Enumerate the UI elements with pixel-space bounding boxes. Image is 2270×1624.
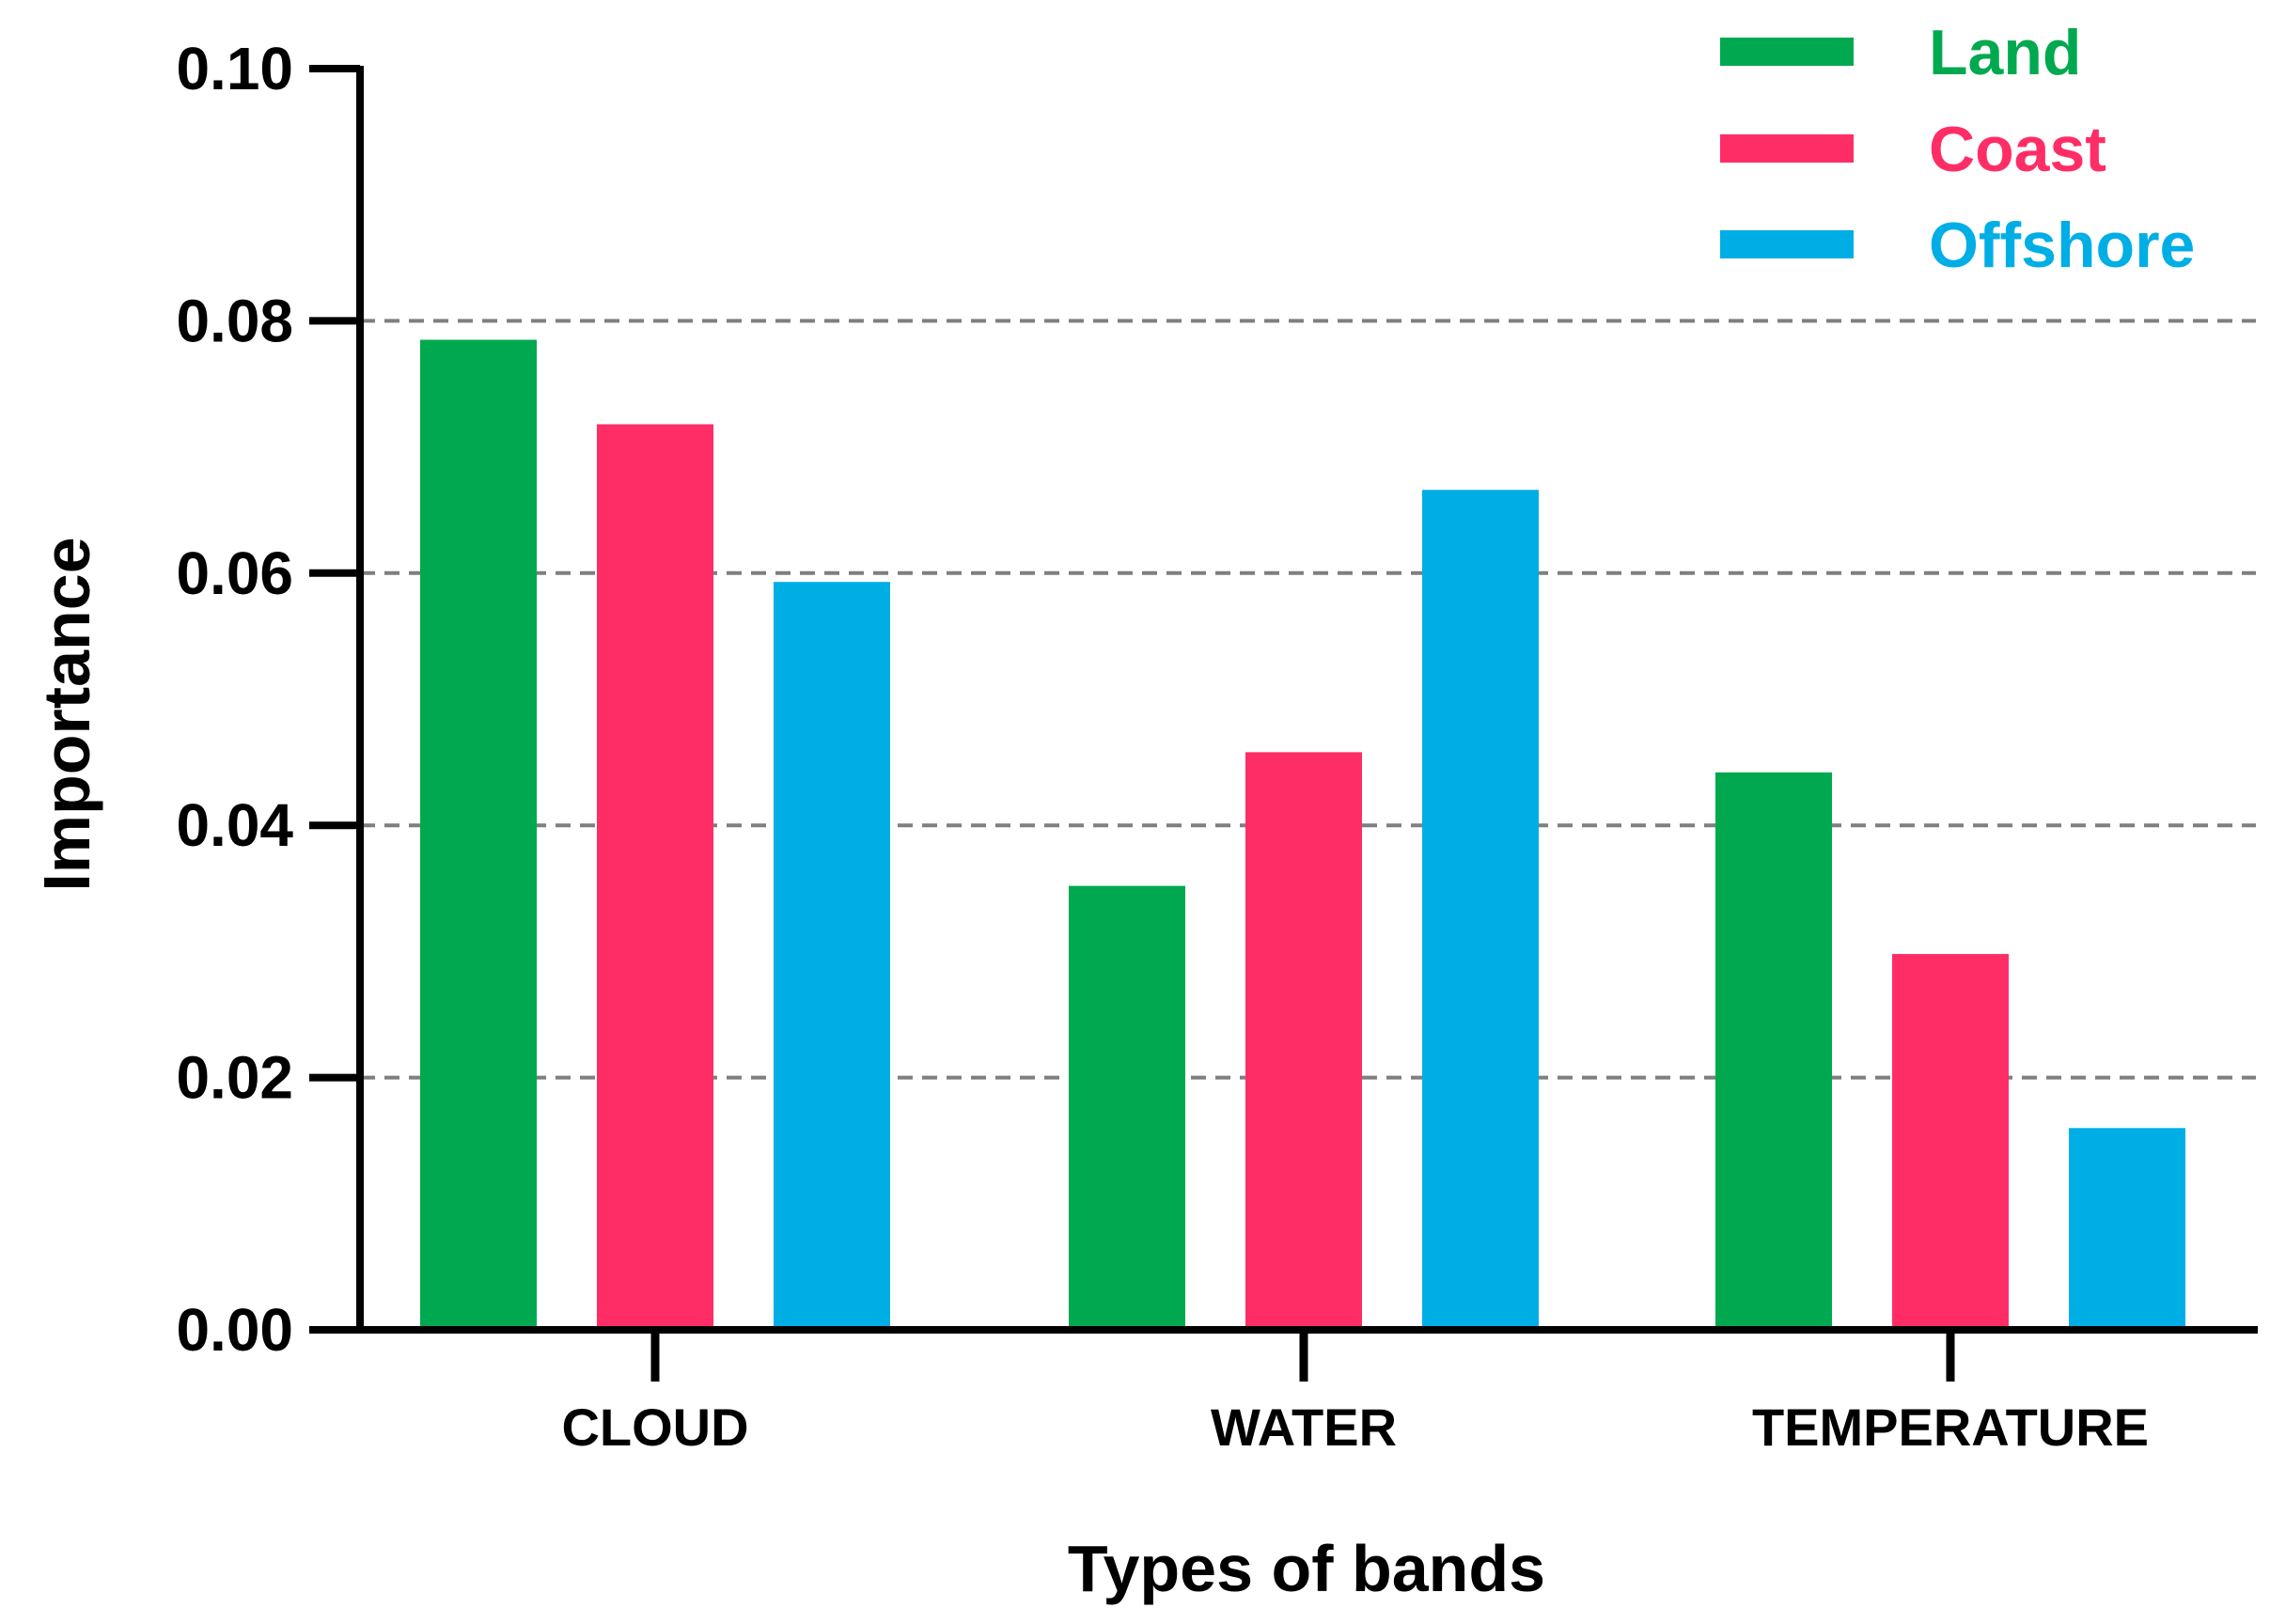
y-tick-label: 0.10 (176, 35, 293, 102)
bar-land-water (1069, 885, 1185, 1326)
bar-offshore-temperature (2069, 1128, 2185, 1326)
y-ticks: 0.00 0.02 0.04 0.06 0.08 0.10 (176, 35, 360, 1364)
legend-swatch-offshore (1720, 230, 1854, 258)
legend-swatch-land (1720, 38, 1854, 66)
bar-offshore-cloud (774, 582, 890, 1326)
bar-land-temperature (1715, 772, 1832, 1326)
y-tick-label: 0.06 (176, 539, 293, 607)
x-axis-title: Types of bands (1068, 1532, 1545, 1605)
bar-land-cloud (420, 339, 537, 1326)
bar-coast-water (1245, 752, 1362, 1326)
y-axis-title: Importance (30, 537, 103, 891)
bars (420, 339, 2185, 1327)
legend: Land Coast Offshore (1720, 17, 2195, 281)
x-tick-label-temperature: TEMPERATURE (1752, 1398, 2149, 1457)
y-tick-label: 0.02 (176, 1044, 293, 1112)
y-tick-label: 0.04 (176, 791, 293, 859)
y-tick-label: 0.08 (176, 287, 293, 354)
x-tick-label-cloud: CLOUD (561, 1398, 748, 1457)
legend-label-land: Land (1929, 17, 2081, 88)
legend-label-coast: Coast (1929, 114, 2106, 185)
legend-label-offshore: Offshore (1929, 210, 2195, 281)
x-ticks: CLOUD WATER TEMPERATURE (561, 1330, 2149, 1457)
bar-coast-temperature (1892, 954, 2009, 1326)
bar-offshore-water (1422, 490, 1539, 1326)
x-tick-label-water: WATER (1211, 1398, 1397, 1457)
axes (309, 66, 2258, 1334)
legend-swatch-coast (1720, 134, 1854, 163)
y-tick-label: 0.00 (176, 1296, 293, 1364)
bar-coast-cloud (597, 424, 713, 1327)
